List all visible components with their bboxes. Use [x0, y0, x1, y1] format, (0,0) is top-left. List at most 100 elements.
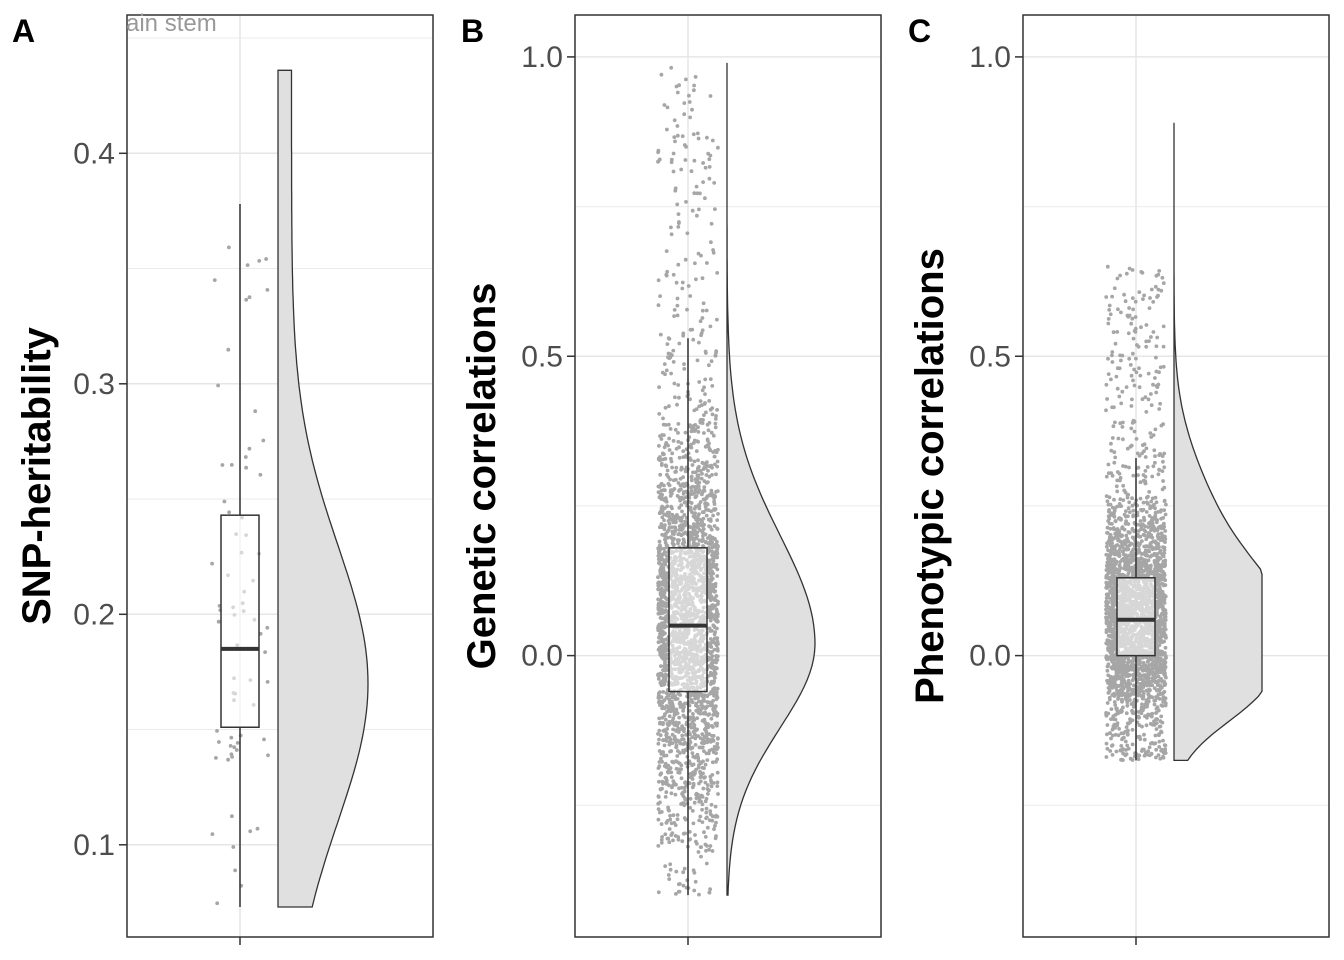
data-point	[688, 740, 693, 745]
data-point	[1149, 287, 1154, 292]
data-point	[681, 870, 686, 875]
data-point	[1118, 688, 1123, 692]
data-point	[1145, 500, 1149, 505]
data-point	[701, 301, 706, 306]
data-point	[1116, 436, 1121, 441]
data-point	[692, 459, 697, 464]
data-point	[692, 506, 697, 511]
data-point	[1154, 344, 1159, 349]
data-point	[669, 371, 673, 376]
data-point	[685, 307, 689, 312]
data-point	[693, 511, 697, 516]
data-point	[675, 817, 680, 822]
data-point	[710, 138, 715, 143]
data-point	[1157, 732, 1161, 737]
data-point	[690, 107, 694, 112]
data-point	[681, 526, 685, 531]
data-point	[664, 624, 669, 629]
data-point	[1105, 701, 1110, 705]
data-point	[708, 407, 713, 412]
data-point	[1136, 710, 1141, 714]
data-point	[660, 553, 664, 557]
data-point	[1152, 702, 1157, 707]
data-point	[686, 284, 691, 288]
data-point	[701, 786, 706, 791]
data-point	[693, 75, 698, 79]
data-point	[1110, 744, 1114, 748]
data-point	[659, 488, 664, 493]
data-point	[1108, 526, 1113, 531]
data-point	[1154, 747, 1159, 752]
data-point	[689, 475, 694, 480]
data-point	[1131, 513, 1136, 517]
data-point	[244, 465, 249, 470]
data-point	[688, 505, 693, 510]
data-point	[670, 759, 675, 764]
data-point	[706, 674, 711, 678]
data-point	[1127, 553, 1132, 558]
data-point	[716, 447, 720, 452]
data-point	[1141, 532, 1146, 537]
data-point	[698, 191, 702, 196]
data-point	[704, 861, 709, 866]
data-point	[665, 836, 670, 841]
data-point	[1120, 668, 1124, 673]
data-point	[215, 901, 220, 906]
data-point	[1148, 657, 1153, 662]
data-point	[264, 257, 268, 261]
data-point	[680, 483, 684, 488]
data-point	[663, 780, 668, 785]
data-point	[676, 835, 681, 839]
data-point	[663, 717, 668, 722]
data-point	[660, 632, 665, 637]
data-point	[692, 158, 697, 163]
data-point	[230, 814, 234, 819]
data-point	[1119, 674, 1124, 679]
data-point	[690, 751, 695, 755]
data-point	[709, 716, 714, 721]
data-point	[657, 635, 661, 640]
data-point	[694, 517, 698, 522]
data-point	[713, 552, 718, 557]
panel-c: C 0.00.51.0 Phenotypic correlations	[908, 13, 1330, 945]
data-point	[1104, 741, 1109, 746]
data-point	[663, 608, 668, 612]
data-point	[682, 803, 687, 808]
data-point	[707, 464, 712, 469]
data-point	[1112, 509, 1117, 513]
data-point	[662, 103, 667, 107]
data-point	[1162, 610, 1166, 614]
data-point	[694, 449, 699, 453]
data-point	[656, 890, 661, 895]
data-point	[1113, 519, 1118, 523]
data-point	[687, 830, 692, 834]
data-point	[664, 272, 669, 277]
data-point	[684, 200, 688, 204]
data-point	[660, 515, 665, 520]
data-point	[713, 449, 717, 453]
density-half-violin	[1173, 122, 1263, 762]
data-point	[683, 158, 688, 162]
data-point	[1155, 611, 1159, 616]
data-point	[696, 425, 700, 430]
data-point	[669, 225, 673, 230]
data-point	[1107, 614, 1112, 618]
data-point	[1144, 510, 1149, 514]
data-point	[699, 333, 703, 338]
data-point	[677, 786, 681, 791]
data-point	[1107, 695, 1112, 700]
data-point	[265, 625, 270, 630]
data-point	[1155, 385, 1160, 389]
data-point	[715, 408, 719, 412]
data-point	[1114, 749, 1119, 754]
data-point	[1161, 691, 1166, 695]
data-point	[1130, 727, 1135, 732]
data-point	[1149, 403, 1154, 407]
data-point	[662, 743, 667, 748]
data-point	[1119, 731, 1124, 736]
data-point	[656, 584, 661, 588]
data-point	[681, 491, 686, 496]
data-point	[656, 597, 660, 602]
data-point	[664, 441, 669, 445]
